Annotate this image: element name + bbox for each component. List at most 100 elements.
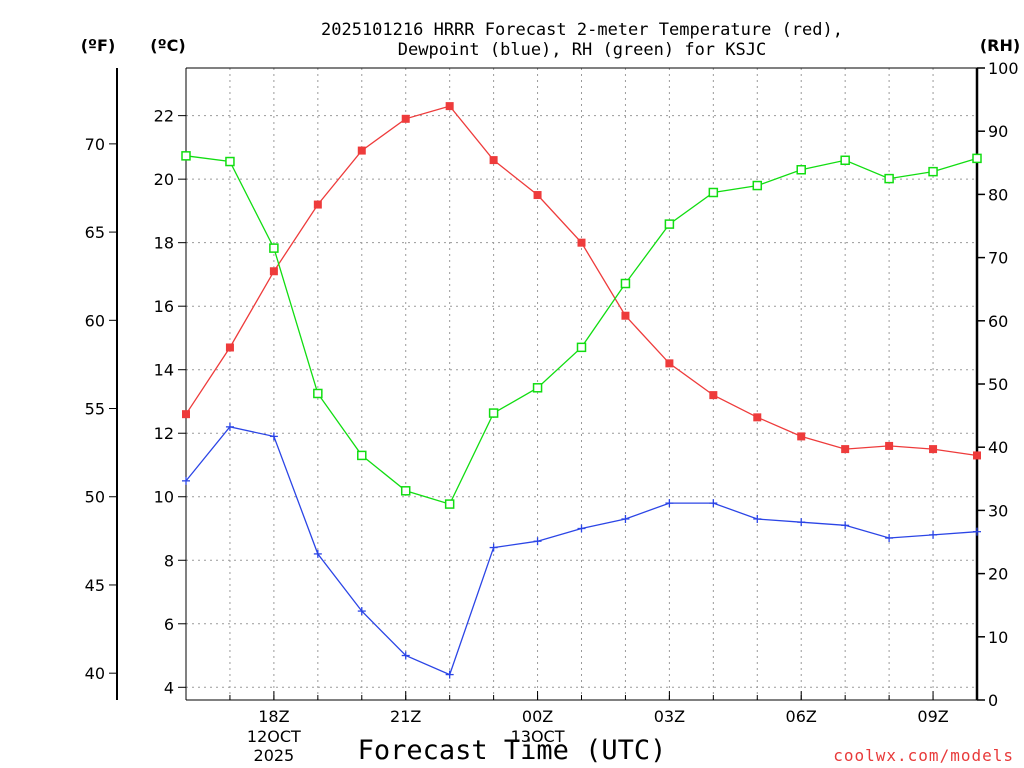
series-lines (181, 102, 982, 679)
dewpoint-point (665, 499, 674, 508)
rh-tick-label: 10 (988, 628, 1008, 647)
x-tick-label: 09Z (917, 707, 948, 726)
rh-point (620, 278, 631, 289)
2-meter-temperature-point (357, 146, 366, 155)
rh-tick-label: 80 (988, 185, 1008, 204)
2-meter-temperature-point (709, 391, 718, 400)
rh-tick-label: 100 (988, 59, 1019, 78)
dewpoint-point (885, 534, 894, 543)
fahrenheit-tick-label: 45 (85, 576, 105, 595)
x-tick-label: 03Z (654, 707, 685, 726)
rh-point (928, 166, 938, 177)
rh-point (532, 383, 543, 393)
fahrenheit-unit-label: (ºF) (81, 36, 116, 55)
x-tick-sublabel: 2025 (254, 746, 295, 765)
2-meter-temperature-point (445, 102, 454, 111)
celsius-tick-label: 18 (154, 234, 174, 253)
rh-tick-label: 0 (988, 691, 998, 710)
fahrenheit-tick-label: 60 (85, 311, 105, 330)
rh-unit-label: (RH) (980, 36, 1020, 55)
x-tick-label: 06Z (786, 707, 817, 726)
2-meter-temperature-point (577, 238, 586, 247)
dewpoint-point (225, 422, 234, 431)
gridlines (186, 68, 977, 700)
2-meter-temperature-point (533, 191, 542, 200)
rh-tick-label: 90 (988, 122, 1008, 141)
dewpoint-point (797, 518, 806, 527)
rh-point (664, 219, 675, 229)
2-meter-temperature-point (885, 441, 894, 450)
2-meter-temperature-point (841, 445, 850, 454)
fahrenheit-tick-label: 65 (85, 223, 105, 242)
2-meter-temperature-point (753, 413, 762, 422)
2-meter-temperature-point (225, 343, 234, 352)
rh-tick-label: 30 (988, 501, 1008, 520)
dewpoint-point (621, 514, 630, 523)
dewpoint-point (445, 670, 454, 679)
rh-point (313, 388, 323, 399)
dewpoint-point (533, 537, 542, 546)
celsius-tick-label: 22 (154, 107, 174, 126)
2-meter-temperature-point (621, 311, 630, 320)
dewpoint-point (973, 527, 981, 536)
2-meter-temperature-point (973, 451, 981, 460)
rh-point (444, 499, 455, 509)
celsius-tick-label: 14 (154, 361, 174, 380)
2-meter-temperature-point (269, 267, 278, 276)
celsius-tick-label: 12 (154, 424, 174, 443)
2-meter-temperature-point (313, 200, 322, 209)
credit-text: coolwx.com/models (833, 746, 1014, 765)
axes: 4 6 8 10 12 14 16 18 20 22 40 45 50 55 60 65 70 0 10 20 30 40… (85, 59, 1019, 765)
rh-tick-label: 60 (988, 312, 1008, 331)
2-meter-temperature-point (489, 156, 498, 165)
fahrenheit-tick-label: 40 (85, 664, 105, 683)
rh-point (576, 342, 587, 353)
x-tick-label: 21Z (390, 707, 421, 726)
celsius-unit-label: (ºC) (150, 36, 185, 55)
rh-tick-label: 20 (988, 565, 1008, 584)
dewpoint-point (357, 607, 366, 616)
rh-point (357, 450, 367, 461)
rh-point (840, 155, 850, 166)
dewpoint-point (577, 524, 586, 533)
rh-line (185, 155, 978, 505)
dewpoint-point (929, 530, 938, 539)
dewpoint-point (401, 651, 410, 660)
dewpoint-point (489, 543, 498, 552)
rh-point (488, 408, 499, 418)
chart-title: 2025101216 HRRR Forecast 2-meter Tempera… (321, 20, 843, 40)
rh-tick-label: 50 (988, 375, 1008, 394)
celsius-tick-label: 16 (154, 297, 174, 316)
celsius-tick-label: 10 (154, 488, 174, 507)
2-meter-temperature-point (797, 432, 806, 441)
celsius-tick-label: 20 (154, 170, 174, 189)
rh-point (708, 187, 719, 198)
2-meter-temperature-point (665, 359, 674, 368)
2-meter-temperature-point (401, 114, 410, 123)
dewpoint-point (269, 432, 278, 441)
celsius-tick-label: 4 (164, 678, 174, 697)
dewpoint-point (753, 514, 762, 523)
dewpoint-point (182, 476, 190, 485)
dewpoint-point (313, 549, 322, 558)
dewpoint-series (182, 422, 981, 679)
rh-point (796, 165, 806, 175)
chart-subtitle: Dewpoint (blue), RH (green) for KSJC (398, 40, 766, 60)
dewpoint-point (709, 499, 718, 508)
fahrenheit-tick-label: 50 (85, 488, 105, 507)
rh-point (972, 153, 982, 164)
rh-point (181, 151, 191, 161)
2-meter-temperature-point (182, 410, 190, 419)
fahrenheit-tick-label: 70 (85, 135, 105, 154)
rh-point (225, 156, 235, 167)
celsius-tick-label: 6 (164, 615, 174, 634)
rh-point (884, 173, 894, 184)
x-axis-title: Forecast Time (UTC) (358, 735, 667, 766)
rh-point (752, 180, 763, 191)
2-meter-temperature-point (929, 445, 938, 454)
x-tick-label: 18Z (258, 707, 289, 726)
x-tick-sublabel: 13OCT (511, 727, 565, 746)
x-tick-sublabel: 12OCT (247, 727, 301, 746)
rh-series (181, 151, 982, 509)
